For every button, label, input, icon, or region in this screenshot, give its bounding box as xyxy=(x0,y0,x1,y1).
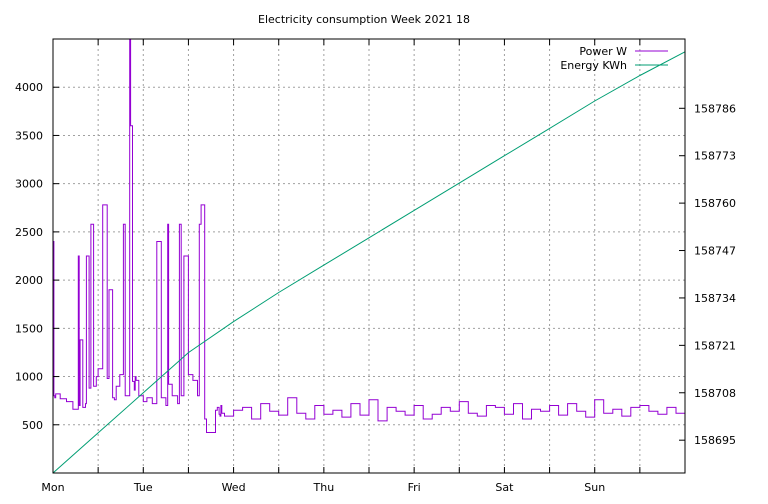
legend-label-power: Power W xyxy=(579,45,627,58)
y-right-tick-label: 158708 xyxy=(694,387,736,400)
y-left-tick-label: 3500 xyxy=(15,129,43,142)
y-right-tick-label: 158734 xyxy=(694,292,736,305)
series-power-line xyxy=(53,38,686,433)
x-tick-label-wed: Wed xyxy=(222,481,246,494)
y-right-tick-label: 158747 xyxy=(694,245,736,258)
y-right-tick-label: 158721 xyxy=(694,339,736,352)
x-tick-label-sat: Sat xyxy=(495,481,514,494)
axes: 500 1000 1500 2000 2500 3000 3500 4000 158695 158… xyxy=(15,39,736,494)
y-left-tick-label: 2000 xyxy=(15,274,43,287)
y-right-tick-label: 158695 xyxy=(694,434,736,447)
y-left-tick-label: 4000 xyxy=(15,81,43,94)
x-tick-label-mon: Mon xyxy=(41,481,64,494)
y-left-tick-label: 1500 xyxy=(15,322,43,335)
chart-title: Electricity consumption Week 2021 18 xyxy=(258,13,470,26)
y-left-tick-label: 3000 xyxy=(15,178,43,191)
x-tick-label-tue: Tue xyxy=(133,481,153,494)
series-layer xyxy=(52,38,686,474)
y-left-tick-label: 1000 xyxy=(15,371,43,384)
y-right-tick-label: 158786 xyxy=(694,102,736,115)
x-tick-label-fri: Fri xyxy=(408,481,421,494)
x-tick-label-sun: Sun xyxy=(584,481,605,494)
y-right-tick-label: 158760 xyxy=(694,197,736,210)
x-tick-label-thu: Thu xyxy=(313,481,335,494)
y-left-tick-label: 500 xyxy=(22,419,43,432)
legend: Power W Energy KWh xyxy=(560,45,668,72)
y-right-tick-label: 158773 xyxy=(694,150,736,163)
grid xyxy=(53,39,685,473)
legend-label-energy: Energy KWh xyxy=(560,59,627,72)
series-energy-line xyxy=(52,51,686,474)
y-left-tick-label: 2500 xyxy=(15,226,43,239)
